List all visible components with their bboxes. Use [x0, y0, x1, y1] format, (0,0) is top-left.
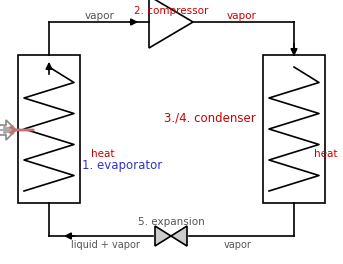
Text: heat: heat	[91, 149, 115, 159]
Text: 2. compressor: 2. compressor	[134, 6, 208, 16]
Bar	[263, 55, 325, 203]
Text: 3./4. condenser: 3./4. condenser	[164, 111, 256, 125]
Text: 1. evaporator: 1. evaporator	[82, 158, 162, 172]
Polygon shape	[0, 120, 16, 140]
Text: vapor: vapor	[85, 11, 115, 21]
Text: heat: heat	[314, 149, 338, 159]
Text: vapor: vapor	[224, 240, 252, 250]
Text: vapor: vapor	[227, 11, 257, 21]
Text: 5. expansion: 5. expansion	[138, 217, 204, 227]
Bar	[18, 55, 80, 203]
Text: liquid + vapor: liquid + vapor	[71, 240, 140, 250]
Polygon shape	[171, 226, 187, 246]
Polygon shape	[149, 0, 193, 48]
Polygon shape	[155, 226, 171, 246]
